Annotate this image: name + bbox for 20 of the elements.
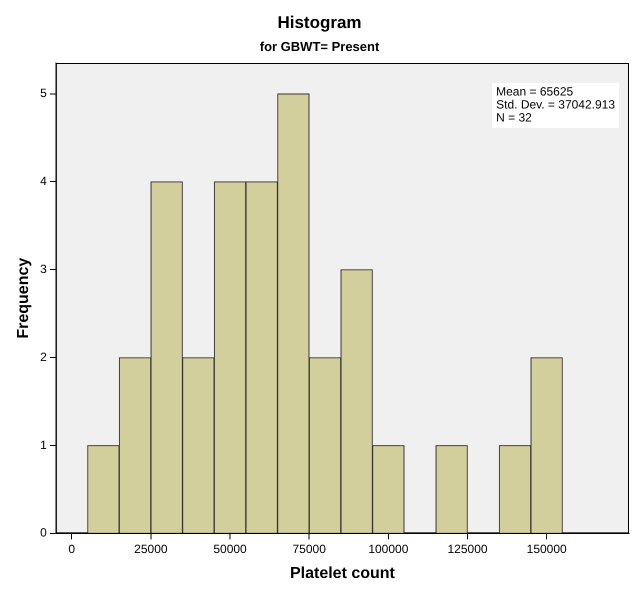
- x-axis-title: Platelet count: [290, 564, 396, 582]
- x-tick-label: 50000: [213, 542, 248, 556]
- y-tick-label: 5: [40, 86, 48, 100]
- chart-title: Histogram: [277, 12, 362, 32]
- y-axis-title: Frequency: [15, 258, 32, 339]
- annotation: N = 32: [496, 110, 532, 124]
- chart-subtitle: for GBWT= Present: [260, 38, 380, 54]
- y-tick-label: 1: [40, 438, 48, 452]
- x-tick-label: 75000: [292, 542, 326, 556]
- x-tick-label: 25000: [134, 542, 168, 556]
- y-tick-label: 2: [40, 350, 48, 364]
- y-tick-label: 0: [40, 526, 48, 540]
- y-tick-label: 3: [40, 262, 48, 276]
- x-tick-label: 100000: [368, 542, 409, 556]
- x-tick-label: 0: [68, 542, 76, 556]
- y-tick-label: 4: [40, 174, 48, 188]
- annotation: Std. Dev. = 37042.913: [496, 97, 616, 112]
- x-tick-label: 150000: [526, 542, 568, 556]
- annotation: Mean = 65625: [496, 84, 574, 98]
- x-tick-label: 125000: [447, 542, 488, 556]
